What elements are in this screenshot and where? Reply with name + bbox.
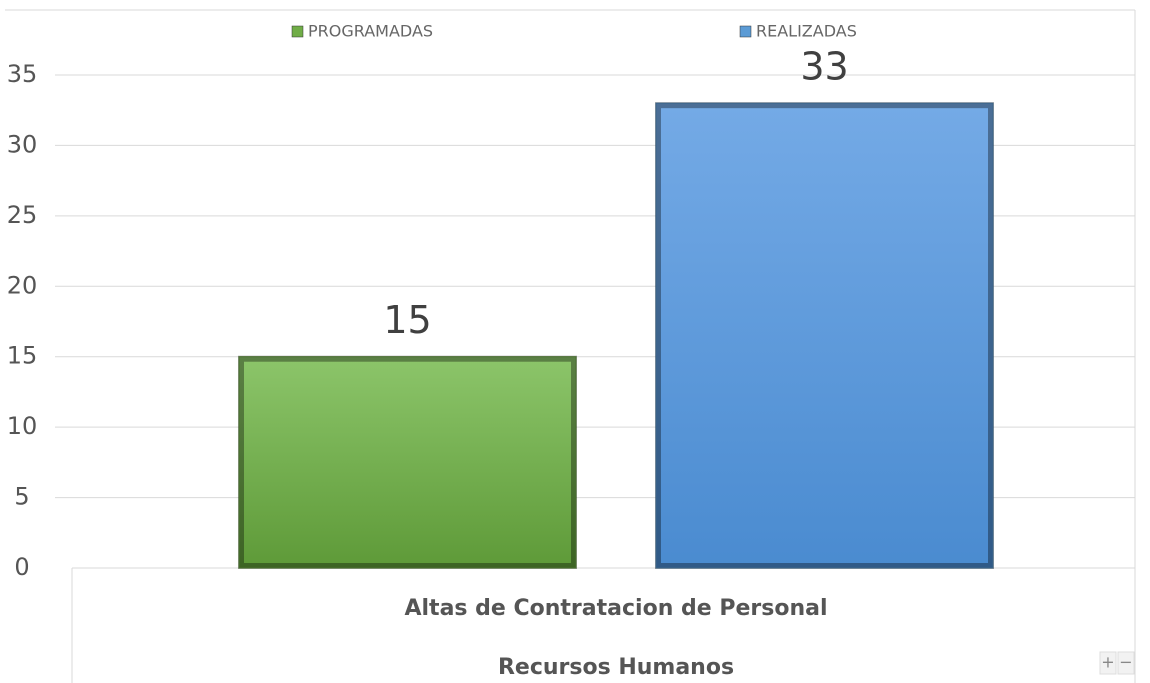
- bar: [238, 356, 577, 569]
- legend-label: PROGRAMADAS: [308, 22, 433, 41]
- y-tick-label: 20: [7, 271, 38, 299]
- y-tick-label: 10: [7, 412, 38, 440]
- legend-swatch: [291, 25, 304, 38]
- legend-label: REALIZADAS: [756, 22, 857, 41]
- bar: [655, 102, 994, 569]
- y-tick-label: 15: [7, 342, 38, 370]
- bar-bevel: [655, 102, 994, 570]
- legend-swatch: [739, 25, 752, 38]
- y-tick-label: 35: [7, 60, 38, 88]
- expand-button[interactable]: [1099, 651, 1117, 675]
- y-tick-label: 0: [14, 553, 29, 581]
- x-group-label: Recursos Humanos: [498, 655, 734, 680]
- y-tick-label: 30: [7, 130, 38, 158]
- data-label: 15: [383, 298, 431, 342]
- collapse-button[interactable]: [1117, 651, 1135, 675]
- expand-label[interactable]: +: [1101, 653, 1114, 672]
- data-label: 33: [800, 45, 848, 89]
- y-tick-label: 25: [7, 201, 38, 229]
- bar-bevel: [238, 355, 577, 570]
- collapse-label[interactable]: −: [1119, 653, 1132, 672]
- x-tick-label: Altas de Contratacion de Personal: [404, 596, 827, 621]
- y-tick-label: 5: [14, 483, 29, 511]
